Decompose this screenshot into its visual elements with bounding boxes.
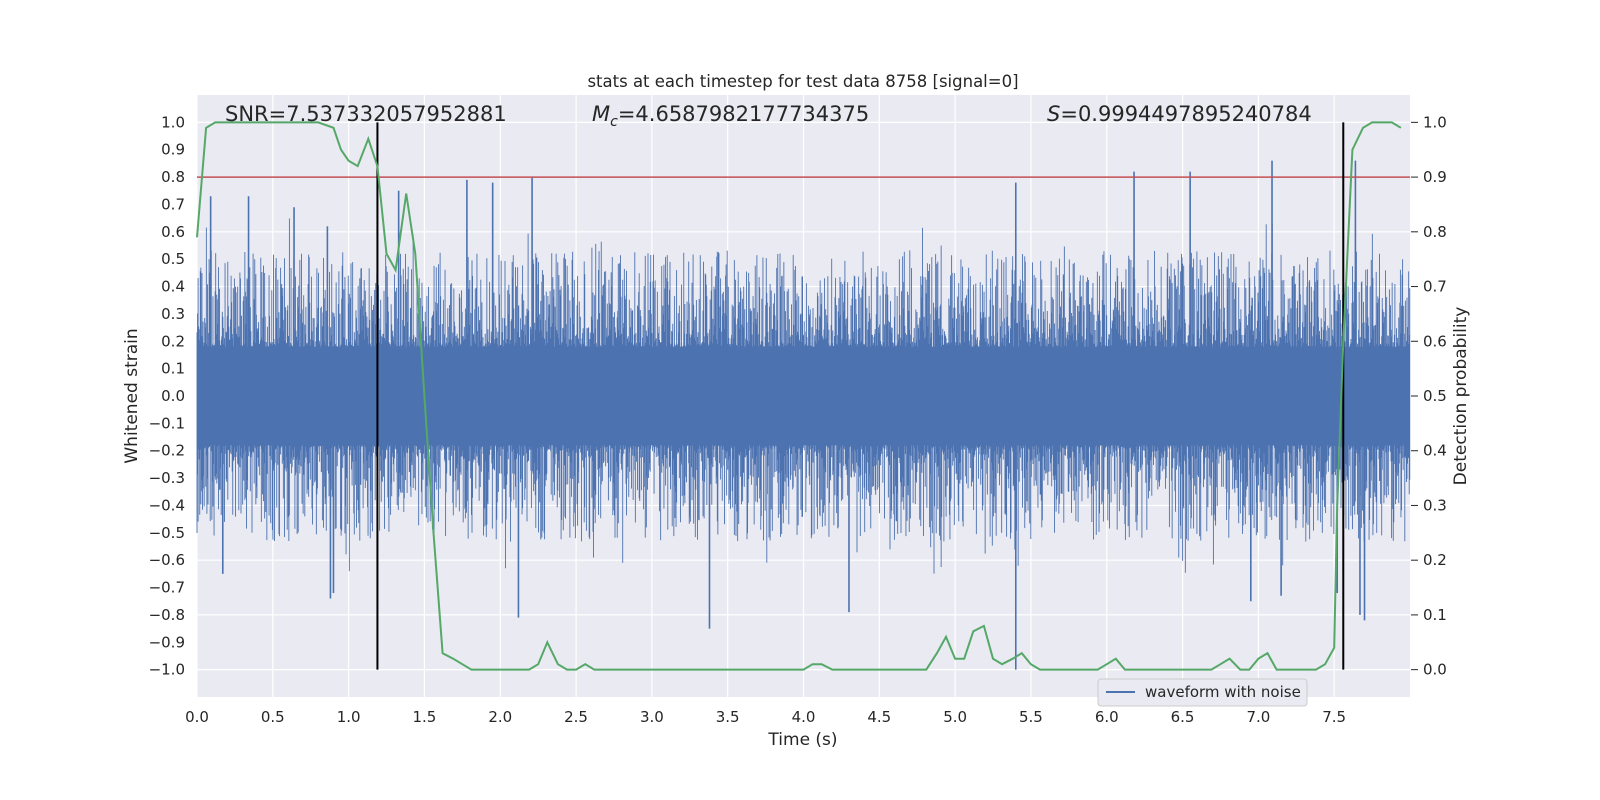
detection-probability-line [196,121,1402,671]
y2-tick-label: 0.9 [1423,168,1447,186]
vertical-markers [376,122,1345,670]
legend: waveform with noise [1097,678,1308,707]
y-tick-label: 0.7 [161,195,185,213]
y-tick-label: −0.1 [149,414,185,432]
x-tick-label: 2.0 [488,708,512,726]
y-tick-label: 0.3 [161,305,185,323]
legend-label-waveform: waveform with noise [1145,683,1301,701]
y2-tick-label: 0.4 [1423,442,1447,460]
y-tick-label: −0.7 [149,579,185,597]
snr-annotation: SNR=7.537332057952881 [225,102,507,126]
waveform-trace [196,218,1411,574]
chart-title: stats at each timestep for test data 875… [587,72,1018,91]
y-tick-label: −0.8 [149,606,185,624]
y-tick-label: 0.6 [161,223,185,241]
x-tick-label: 4.0 [792,708,816,726]
y2-tick-label: 0.5 [1423,387,1447,405]
x-tick-label: 1.0 [337,708,361,726]
s-value: =0.9994497895240784 [1060,102,1311,126]
y2-tick-label: 0.2 [1423,551,1447,569]
y2-tick-label: 0.6 [1423,332,1447,350]
y-tick-label: −0.2 [149,442,185,460]
x-tick-label: 4.5 [867,708,891,726]
x-tick-label: 2.5 [564,708,588,726]
y-tick-labels: −1.0 −0.9 −0.8 −0.7 −0.6 −0.5 −0.4 −0.3 −0.2 −0.1… [149,113,185,678]
y2-tick-label: 0.7 [1423,278,1447,296]
y-tick-label: 0.8 [161,168,185,186]
y2-tick-label: 0.3 [1423,496,1447,514]
y2-tick-label: 1.0 [1423,113,1447,131]
x-tick-labels: 0.0 0.5 1.0 1.5 2.0 2.5 3.0 3.5 4.0 4.5 5.0 5.5 6.0 6… [185,708,1346,726]
y-tick-label: −0.4 [149,496,185,514]
x-tick-label: 5.0 [943,708,967,726]
x-tick-label: 3.5 [716,708,740,726]
mc-symbol: M [592,102,610,126]
snr-prefix: SNR= [225,102,286,126]
x-tick-label: 0.0 [185,708,209,726]
s-annotation: S=0.9994497895240784 [1047,102,1312,126]
mc-value: =4.6587982177734375 [618,102,869,126]
mc-subscript: c [610,114,618,130]
y-tick-label: 0.1 [161,360,185,378]
y-tick-label: −1.0 [149,661,185,679]
y-tick-label: −0.9 [149,633,185,651]
y-tick-label: −0.6 [149,551,185,569]
x-tick-label: 7.5 [1322,708,1346,726]
x-tick-label: 6.5 [1171,708,1195,726]
legend-box [1097,678,1308,707]
y2-tick-labels: 0.0 0.1 0.2 0.3 0.4 0.5 0.6 0.7 0.8 0.9 1.0 [1411,113,1447,679]
x-tick-label: 0.5 [261,708,285,726]
y2-tick-label: 0.8 [1423,223,1447,241]
y-tick-label: 1.0 [161,113,185,131]
x-tick-label: 6.0 [1095,708,1119,726]
y2-tick-label: 0.1 [1423,606,1447,624]
waveform-series [196,160,1411,670]
s-symbol: S [1047,102,1060,126]
y-tick-label: −0.3 [149,469,185,487]
mc-annotation: Mc=4.6587982177734375 [592,102,869,130]
y-tick-label: 0.5 [161,250,185,268]
y-axis-label: Whitened strain [122,328,142,463]
y2-axis-label: Detection probability [1451,307,1471,486]
y-tick-label: 0.9 [161,141,185,159]
snr-value: 7.537332057952881 [286,102,506,126]
y-tick-label: −0.5 [149,524,185,542]
y-tick-label: 0.2 [161,332,185,350]
x-tick-label: 5.5 [1019,708,1043,726]
y-tick-label: 0.0 [161,387,185,405]
x-tick-label: 7.0 [1246,708,1270,726]
x-tick-label: 3.0 [640,708,664,726]
x-tick-label: 1.5 [413,708,437,726]
y2-tick-label: 0.0 [1423,661,1447,679]
y-tick-label: 0.4 [161,278,185,296]
x-axis-label: Time (s) [767,730,837,750]
